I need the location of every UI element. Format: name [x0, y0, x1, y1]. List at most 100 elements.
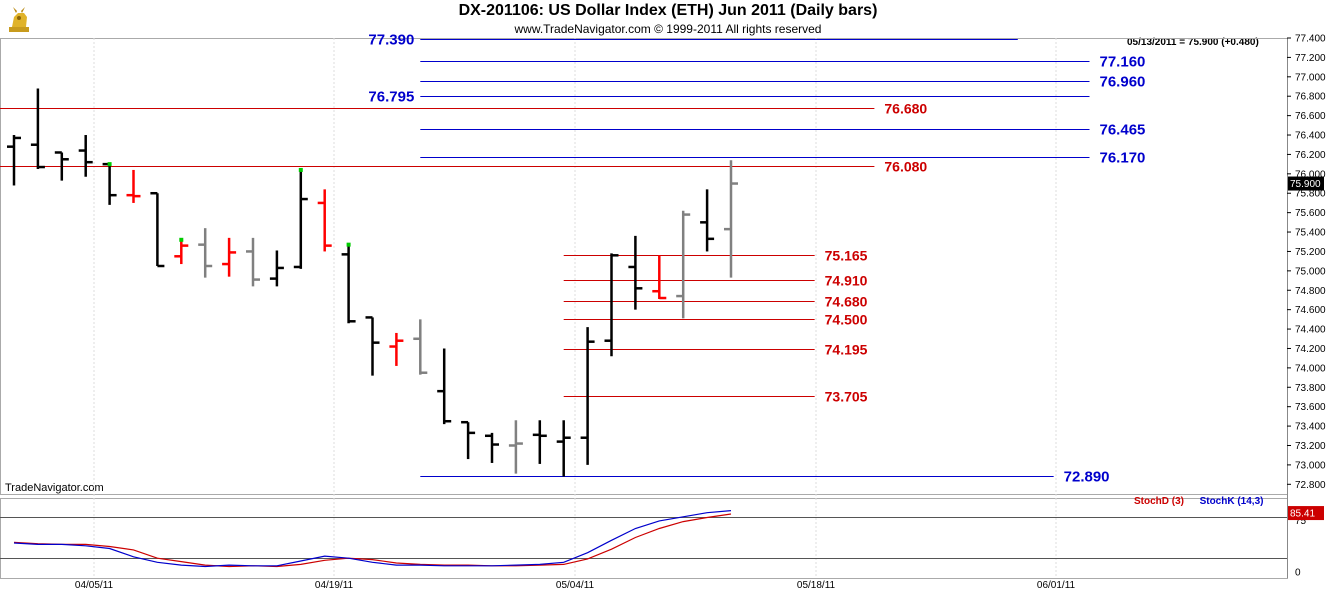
date-tick-label: 05/04/11: [556, 580, 595, 591]
date-tick-label: 04/19/11: [315, 580, 354, 591]
price-tick-label: 74.600: [1295, 305, 1326, 316]
level-label: 74.500: [825, 312, 868, 328]
ohlc-bar: [198, 228, 213, 278]
ohlc-bar: [150, 191, 165, 268]
ohlc-bar: [126, 169, 141, 203]
last-price-label: 75.900: [1290, 179, 1321, 190]
level-label: 77.390: [368, 32, 414, 49]
ohlc-bar: [724, 160, 738, 278]
ohlc-bar: [700, 189, 715, 252]
ohlc-bars: [7, 88, 738, 477]
ohlc-bar: [54, 151, 69, 181]
price-tick-label: 77.000: [1295, 72, 1326, 83]
level-label: 76.960: [1100, 74, 1146, 91]
stochastic-panel: 75 0 85.41: [0, 506, 1324, 579]
signal-marker: [179, 237, 184, 242]
level-label: 76.080: [884, 159, 927, 175]
last-price-box: [1288, 176, 1324, 191]
price-tick-label: 76.400: [1295, 131, 1326, 142]
ohlc-bar: [437, 348, 452, 425]
stoch-last-box: [1288, 506, 1324, 521]
chart-header: DX-201106: US Dollar Index (ETH) Jun 201…: [0, 0, 1336, 38]
ohlc-bar: [413, 319, 428, 375]
stoch-frame: [0, 498, 1288, 579]
price-tick-label: 74.800: [1295, 286, 1326, 297]
price-readout: 05/13/2011 = 75.900 (+0.480): [1127, 37, 1259, 48]
price-tick-label: 74.200: [1295, 344, 1326, 355]
stoch-series-line: [13, 513, 732, 568]
ohlc-bar: [485, 432, 499, 463]
watermark-text: TradeNavigator.com: [5, 482, 104, 494]
stoch-d-legend: StochD (3): [1134, 496, 1184, 507]
price-tick-label: 76.200: [1295, 150, 1326, 161]
copyright-text: www.TradeNavigator.com © 1999-2011 All r…: [514, 22, 822, 36]
price-tick-label: 74.400: [1295, 325, 1326, 336]
ohlc-bar: [580, 327, 595, 465]
price-tick-label: 76.800: [1295, 92, 1326, 103]
price-tick-label: 75.600: [1295, 208, 1326, 219]
fibonacci-levels: 77.390 77.160 76.960 76.795 76.680 76.465 76.1…: [0, 32, 1145, 486]
date-tick-label: 06/01/11: [1037, 580, 1076, 591]
ohlc-bar: [246, 237, 260, 287]
price-tick-label: 75.800: [1295, 189, 1326, 200]
price-tick-label: 76.600: [1295, 111, 1326, 122]
price-tick-label: 73.800: [1295, 383, 1326, 394]
level-label: 74.910: [825, 273, 868, 289]
stochastic-legend: StochD (3) StochK (14,3): [1134, 496, 1263, 507]
level-label: 74.680: [825, 294, 868, 310]
ohlc-bar: [365, 316, 380, 376]
price-tick-label: 75.400: [1295, 228, 1326, 239]
ohlc-bar: [676, 210, 691, 319]
stoch-tick-label: 0: [1295, 568, 1301, 579]
level-label: 76.680: [884, 101, 927, 117]
price-tick-label: 73.400: [1295, 422, 1326, 433]
ohlc-bar: [222, 237, 237, 277]
ohlc-bar: [317, 189, 332, 252]
signal-marker: [298, 167, 303, 172]
stoch-k-legend: StochK (14,3): [1199, 496, 1264, 507]
price-tick-label: 75.200: [1295, 247, 1326, 258]
level-label: 76.170: [1100, 150, 1146, 167]
ohlc-bar: [652, 255, 667, 300]
ohlc-bar: [532, 420, 547, 464]
price-tick-label: 74.000: [1295, 363, 1326, 374]
ohlc-bar: [461, 420, 476, 460]
price-tick-label: 75.000: [1295, 266, 1326, 277]
date-tick-label: 05/18/11: [797, 580, 836, 591]
ohlc-bar: [269, 250, 284, 287]
gold-bull-icon: [9, 7, 29, 32]
ohlc-bar: [341, 242, 356, 324]
price-tick-label: 72.800: [1295, 480, 1326, 491]
chart-grid: [0, 38, 1288, 579]
level-label: 77.160: [1100, 54, 1146, 71]
level-label: 73.705: [825, 389, 868, 405]
price-frame: [0, 38, 1288, 495]
price-tick-label: 73.600: [1295, 402, 1326, 413]
signal-marker: [107, 162, 112, 167]
stoch-series-line: [13, 510, 732, 568]
level-label: 76.795: [368, 89, 414, 106]
signal-marker: [346, 242, 351, 247]
ohlc-bar: [604, 253, 619, 357]
stoch-last-label: 85.41: [1290, 509, 1315, 520]
ohlc-bar: [78, 135, 93, 177]
ohlc-bar: [556, 420, 571, 477]
price-tick-label: 73.200: [1295, 441, 1326, 452]
price-tick-label: 73.000: [1295, 460, 1326, 471]
ohlc-bar: [174, 237, 189, 265]
ohlc-bar: [508, 420, 523, 474]
ohlc-bar: [102, 162, 117, 205]
ohlc-bar: [628, 235, 643, 310]
ohlc-bar: [293, 167, 308, 269]
level-label: 75.165: [825, 248, 868, 264]
level-label: 72.890: [1064, 469, 1110, 486]
price-axis: 04/05/11 04/19/11 05/04/11 05/18/11 06/01/11…: [75, 34, 1326, 592]
ohlc-bar: [30, 88, 45, 169]
chart-title: DX-201106: US Dollar Index (ETH) Jun 201…: [458, 2, 878, 19]
price-tick-label: 76.000: [1295, 169, 1326, 180]
ohlc-bar: [7, 135, 21, 186]
date-tick-label: 04/05/11: [75, 580, 114, 591]
price-tick-label: 77.200: [1295, 53, 1326, 64]
level-label: 76.465: [1100, 122, 1146, 139]
